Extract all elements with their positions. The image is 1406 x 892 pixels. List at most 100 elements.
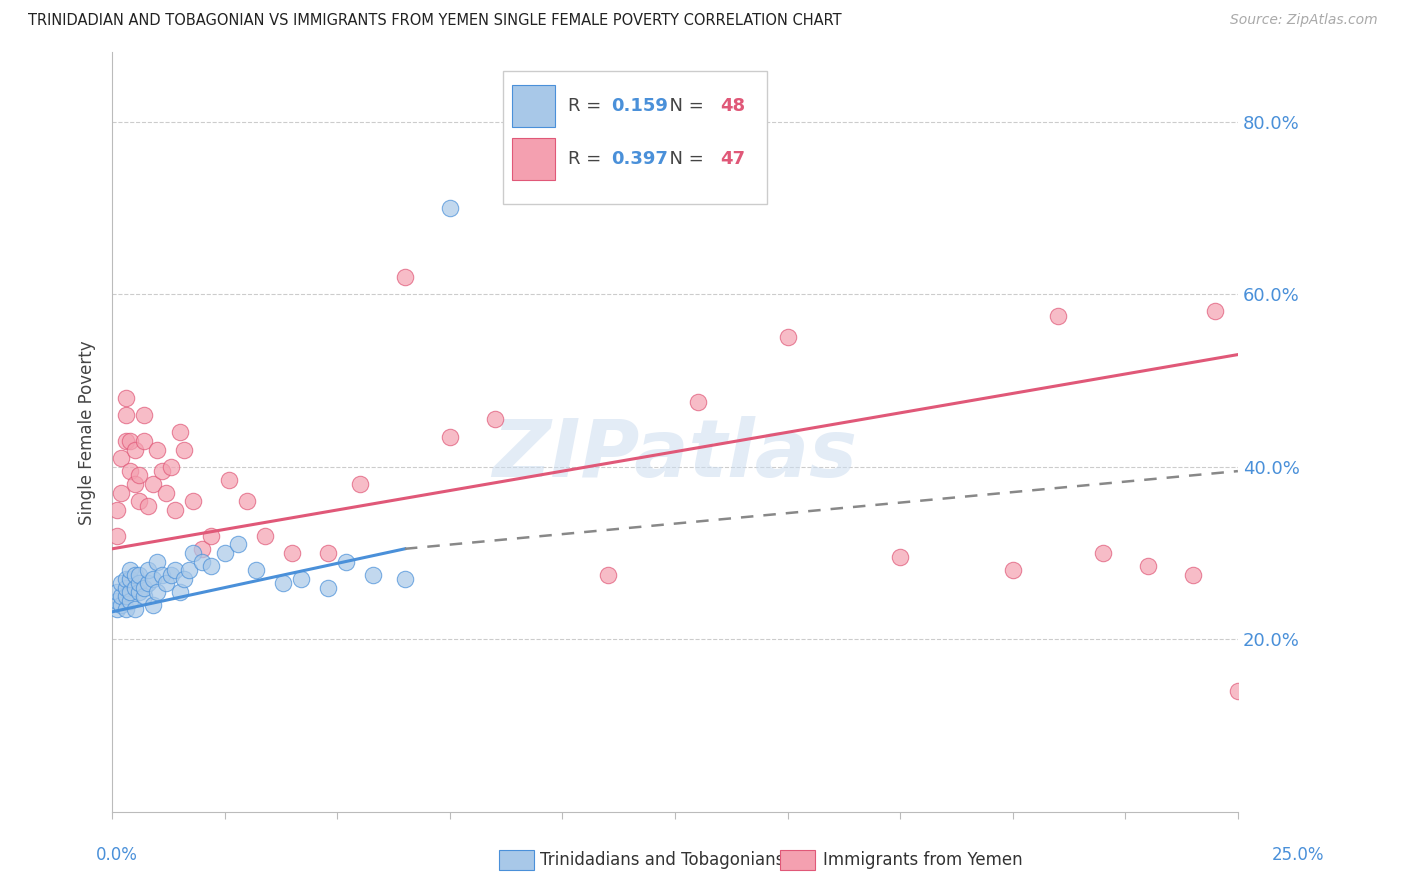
Point [236, 494, 259, 508]
Point [439, 201, 461, 215]
Text: R =: R = [568, 96, 607, 115]
Point [1136, 559, 1159, 574]
Text: ZIPatlas: ZIPatlas [492, 416, 858, 494]
Point [596, 567, 619, 582]
Point [165, 503, 187, 517]
Point [776, 330, 799, 344]
Point [889, 550, 911, 565]
Text: 0.159: 0.159 [610, 96, 668, 115]
Point [150, 567, 173, 582]
Point [142, 572, 165, 586]
Point [254, 529, 277, 543]
Point [177, 563, 200, 577]
Point [349, 477, 371, 491]
Point [273, 576, 295, 591]
Point [290, 572, 312, 586]
Point [110, 598, 132, 612]
Text: 25.0%: 25.0% [1272, 846, 1324, 863]
Point [114, 408, 136, 422]
Point [110, 589, 132, 603]
Text: Source: ZipAtlas.com: Source: ZipAtlas.com [1230, 13, 1378, 28]
Point [114, 434, 136, 448]
Point [318, 581, 340, 595]
Point [128, 567, 150, 582]
Point [226, 537, 249, 551]
Y-axis label: Single Female Poverty: Single Female Poverty [79, 340, 96, 524]
Point [128, 494, 150, 508]
Point [173, 442, 195, 457]
Point [120, 434, 142, 448]
Point [120, 464, 142, 478]
Point [245, 563, 267, 577]
Point [146, 442, 169, 457]
Text: Immigrants from Yemen: Immigrants from Yemen [823, 851, 1022, 869]
Point [394, 269, 416, 284]
Point [155, 576, 177, 591]
Point [142, 598, 165, 612]
Text: N =: N = [658, 96, 710, 115]
Point [146, 555, 169, 569]
Text: TRINIDADIAN AND TOBAGONIAN VS IMMIGRANTS FROM YEMEN SINGLE FEMALE POVERTY CORREL: TRINIDADIAN AND TOBAGONIAN VS IMMIGRANTS… [28, 13, 842, 29]
Point [1001, 563, 1024, 577]
Point [105, 602, 128, 616]
Point [169, 425, 191, 440]
Point [439, 429, 461, 443]
Point [120, 593, 142, 607]
Point [120, 563, 142, 577]
Point [105, 593, 128, 607]
Point [318, 546, 340, 560]
Point [114, 391, 136, 405]
Text: 0.397: 0.397 [610, 150, 668, 168]
Point [155, 485, 177, 500]
Point [181, 546, 204, 560]
Point [128, 468, 150, 483]
Point [146, 585, 169, 599]
Point [136, 499, 159, 513]
Point [124, 442, 146, 457]
Point [110, 576, 132, 591]
Point [132, 434, 155, 448]
Point [105, 503, 128, 517]
Point [136, 563, 159, 577]
Point [110, 451, 132, 466]
Point [124, 477, 146, 491]
Point [191, 555, 214, 569]
FancyBboxPatch shape [503, 71, 768, 204]
Text: R =: R = [568, 150, 607, 168]
Point [1091, 546, 1114, 560]
Point [124, 581, 146, 595]
Point [363, 567, 385, 582]
Point [132, 408, 155, 422]
Point [114, 602, 136, 616]
Point [114, 581, 136, 595]
Point [114, 589, 136, 603]
Point [281, 546, 304, 560]
Point [128, 576, 150, 591]
Point [165, 563, 187, 577]
Point [181, 494, 204, 508]
Point [128, 585, 150, 599]
Point [200, 529, 222, 543]
Point [120, 585, 142, 599]
Point [686, 395, 709, 409]
Point [214, 546, 236, 560]
Point [159, 459, 181, 474]
Point [173, 572, 195, 586]
Point [484, 412, 506, 426]
Point [114, 572, 136, 586]
Point [110, 485, 132, 500]
Point [200, 559, 222, 574]
Point [132, 581, 155, 595]
Point [124, 602, 146, 616]
Text: 47: 47 [720, 150, 745, 168]
Point [105, 585, 128, 599]
Point [124, 567, 146, 582]
Text: N =: N = [658, 150, 710, 168]
Point [169, 585, 191, 599]
Point [120, 572, 142, 586]
Point [394, 572, 416, 586]
Point [132, 589, 155, 603]
Text: 48: 48 [720, 96, 745, 115]
Point [1046, 309, 1069, 323]
Point [159, 567, 181, 582]
